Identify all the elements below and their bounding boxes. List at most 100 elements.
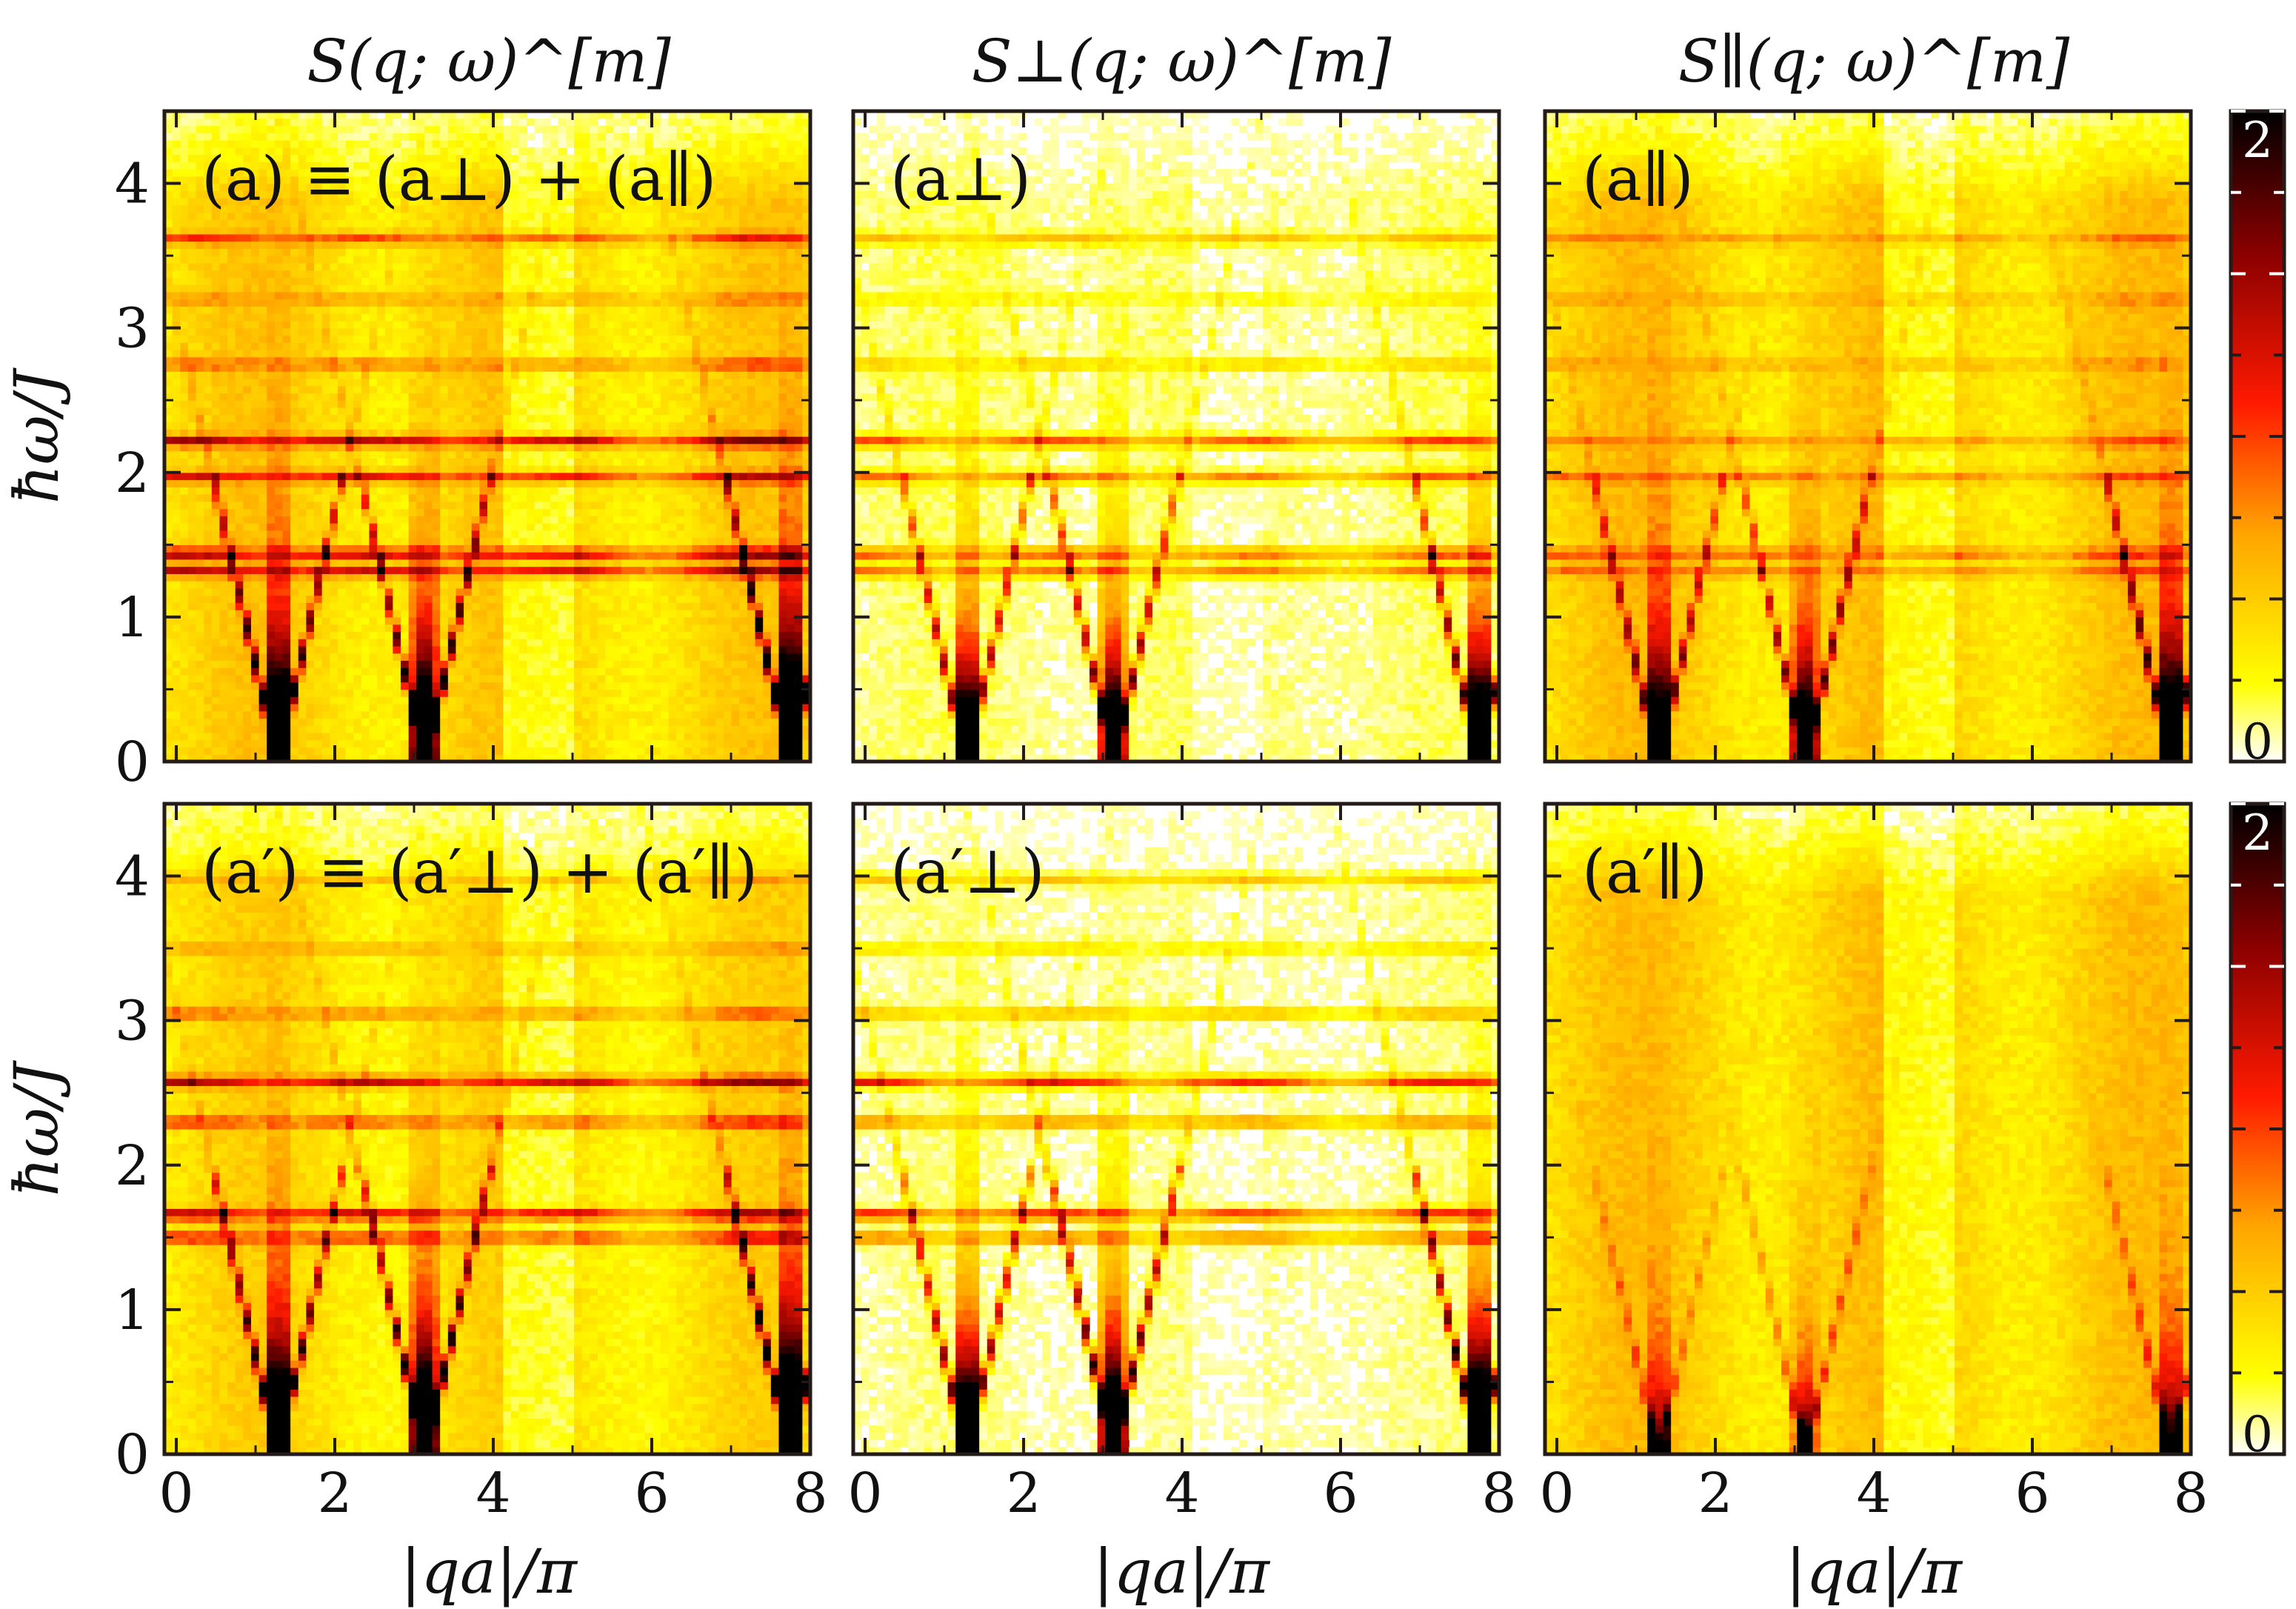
heatmap-cell xyxy=(219,530,227,538)
heatmap-cell xyxy=(204,646,212,653)
heatmap-cell xyxy=(180,725,188,733)
heatmap-cell xyxy=(212,415,220,422)
heatmap-cell xyxy=(180,451,188,459)
heatmap-cell xyxy=(204,328,212,336)
heatmap-cell xyxy=(204,509,212,516)
heatmap-cell xyxy=(173,256,181,263)
heatmap-cell xyxy=(204,610,212,617)
heatmap-cell xyxy=(188,704,196,711)
heatmap-cell xyxy=(173,234,181,241)
heatmap-cell xyxy=(204,675,212,682)
heatmap-cell xyxy=(196,407,204,415)
heatmap-cell xyxy=(180,552,188,559)
heatmap-cell xyxy=(188,407,196,415)
heatmap-cell xyxy=(212,682,220,690)
heatmap-cell xyxy=(180,292,188,299)
heatmap-cell xyxy=(219,617,227,624)
column-title-total: S(q; ω)^[m] xyxy=(307,27,671,96)
heatmap-cell xyxy=(196,444,204,451)
heatmap-cell xyxy=(188,610,196,617)
heatmap-cell xyxy=(204,667,212,675)
heatmap-cell xyxy=(204,119,212,126)
heatmap-cell xyxy=(204,357,212,364)
heatmap-cell xyxy=(173,444,181,451)
heatmap-cell xyxy=(212,660,220,667)
heatmap-cell xyxy=(173,133,181,140)
heatmap-cell xyxy=(173,219,181,227)
heatmap-cell xyxy=(219,379,227,386)
heatmap-cell xyxy=(188,552,196,559)
heatmap-cell xyxy=(204,660,212,667)
heatmap-cell xyxy=(219,660,227,667)
heatmap-cell xyxy=(219,328,227,336)
heatmap-cell xyxy=(180,639,188,646)
heatmap-cell xyxy=(219,675,227,682)
heatmap-cell xyxy=(173,400,181,407)
heatmap-cell xyxy=(188,667,196,675)
heatmap-cell xyxy=(219,682,227,690)
heatmap-cell xyxy=(212,725,220,733)
heatmap-cell xyxy=(180,458,188,465)
heatmap-cell xyxy=(219,596,227,603)
heatmap-cell xyxy=(188,675,196,682)
heatmap-cell xyxy=(204,292,212,299)
heatmap-cell xyxy=(180,169,188,176)
heatmap-cell xyxy=(188,161,196,169)
heatmap-cell xyxy=(188,227,196,234)
heatmap-cell xyxy=(173,653,181,661)
heatmap-cell xyxy=(180,444,188,451)
x-axis-label-3: |qa|/π xyxy=(1786,1537,1963,1608)
heatmap-cell xyxy=(212,696,220,704)
heatmap-cell xyxy=(180,364,188,371)
heatmap-cell xyxy=(180,436,188,444)
heatmap-cell xyxy=(196,610,204,617)
heatmap-cell xyxy=(180,480,188,487)
heatmap-cell xyxy=(196,465,204,473)
heatmap-cell xyxy=(188,277,196,284)
heatmap-cell xyxy=(180,429,188,436)
heatmap-cell xyxy=(219,704,227,711)
heatmap-cell xyxy=(173,682,181,690)
heatmap-cell xyxy=(180,213,188,220)
heatmap-cell xyxy=(204,133,212,140)
heatmap-cell xyxy=(173,364,181,371)
heatmap-cell xyxy=(219,429,227,436)
heatmap-cell xyxy=(196,689,204,696)
heatmap-cell xyxy=(196,458,204,465)
heatmap-cell xyxy=(173,704,181,711)
heatmap-cell xyxy=(212,386,220,393)
heatmap-cell xyxy=(196,523,204,530)
heatmap-cell xyxy=(204,733,212,740)
heatmap-cell xyxy=(204,559,212,567)
heatmap-cell xyxy=(188,169,196,176)
heatmap-cell xyxy=(188,248,196,256)
heatmap-cell xyxy=(188,147,196,155)
heatmap-cell xyxy=(173,581,181,588)
heatmap-cell xyxy=(173,213,181,220)
heatmap-cell xyxy=(173,415,181,422)
heatmap-cell xyxy=(219,588,227,596)
heatmap-cell xyxy=(204,747,212,754)
heatmap-cell xyxy=(212,624,220,632)
heatmap-cell xyxy=(204,552,212,559)
heatmap-cell xyxy=(188,573,196,581)
heatmap-cell xyxy=(173,241,181,249)
heatmap-cell xyxy=(180,502,188,509)
figure: S(q; ω)^[m] S⊥(q; ω)^[m] S∥(q; ω)^[m] ħω… xyxy=(0,0,2296,1609)
heatmap-cell xyxy=(196,386,204,393)
heatmap-cell xyxy=(219,559,227,567)
heatmap-cell xyxy=(212,270,220,278)
heatmap-cell xyxy=(188,740,196,747)
heatmap-cell xyxy=(212,321,220,328)
heatmap-cell xyxy=(180,386,188,393)
heatmap-cell xyxy=(219,516,227,523)
heatmap-cell xyxy=(188,256,196,263)
heatmap-cell xyxy=(204,284,212,292)
heatmap-cell xyxy=(219,400,227,407)
heatmap-cell xyxy=(212,436,220,444)
heatmap-cell xyxy=(204,350,212,357)
heatmap-cell xyxy=(204,544,212,552)
heatmap-cell xyxy=(188,119,196,126)
heatmap-cell xyxy=(212,342,220,350)
heatmap-cell xyxy=(212,284,220,292)
